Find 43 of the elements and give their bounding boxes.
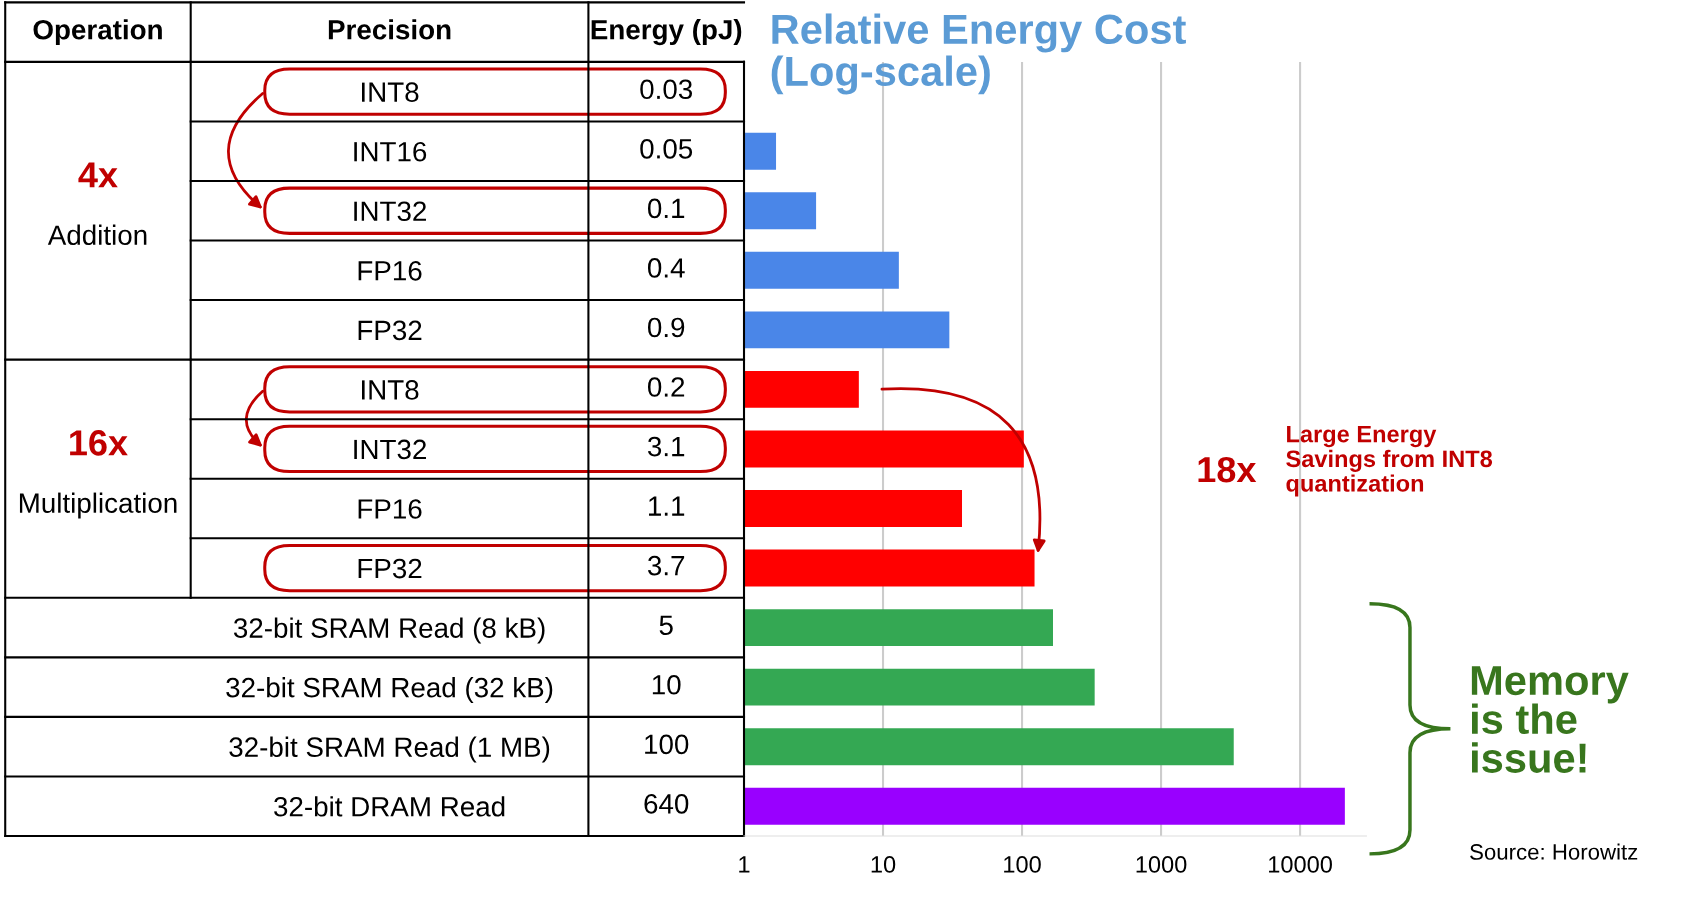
annotation: 18x bbox=[1198, 456, 1257, 483]
text: Precision bbox=[328, 19, 451, 40]
text: Addition bbox=[47, 224, 147, 246]
y2-tick-label: 0.9 bbox=[647, 317, 685, 338]
text: 16x bbox=[70, 430, 128, 456]
y2-tick-label: 0.4 bbox=[647, 258, 685, 278]
y2-tick-label: 10 bbox=[652, 674, 681, 695]
text: Energy (pJ) bbox=[591, 19, 742, 46]
y2-tick-label: 100 bbox=[645, 734, 689, 755]
y-tick-label: INT32 bbox=[354, 439, 426, 460]
x-tick-label: 1000 bbox=[1136, 856, 1187, 873]
y2-tick-label: 0.1 bbox=[647, 198, 685, 219]
text: 4x bbox=[78, 162, 118, 188]
y-tick-label: 32-bit DRAM Read bbox=[274, 796, 505, 817]
y-tick-label: INT32 bbox=[354, 201, 426, 222]
x-tick-label: 10000 bbox=[1269, 856, 1332, 873]
annotation: Large Energy Savings from INT8 quantization bbox=[1286, 425, 1493, 497]
y-tick-label: FP32 bbox=[358, 320, 422, 341]
y2-tick-label: 3.1 bbox=[647, 436, 685, 457]
y2-tick-label: 640 bbox=[644, 794, 689, 814]
text: Memory is the issue! bbox=[1471, 666, 1629, 773]
text: Operation bbox=[33, 19, 162, 46]
x-tick-label: 10 bbox=[871, 856, 896, 873]
y-tick-label: INT16 bbox=[354, 141, 427, 162]
x-tick-label: 1 bbox=[739, 856, 750, 873]
y-tick-label: FP16 bbox=[358, 260, 422, 281]
chart-title: Relative Energy Cost (Log-scale) bbox=[771, 13, 1186, 95]
source-note: Source: Horowitz bbox=[1470, 843, 1638, 860]
y-tick-label: 32-bit SRAM Read (32 kB) bbox=[226, 677, 553, 703]
y-tick-label: INT8 bbox=[362, 380, 419, 400]
y2-tick-label: 1.1 bbox=[649, 496, 685, 516]
x-tick-label: 100 bbox=[1004, 856, 1041, 873]
y-tick-label: FP32 bbox=[358, 558, 422, 579]
y-tick-label: FP16 bbox=[358, 499, 422, 519]
text: Multiplication bbox=[19, 492, 177, 519]
y-tick-label: INT8 bbox=[362, 82, 419, 103]
y2-tick-label: 0.03 bbox=[640, 79, 693, 100]
y-tick-label: 32-bit SRAM Read (1 MB) bbox=[229, 736, 550, 763]
y2-tick-label: 3.7 bbox=[647, 555, 685, 576]
y2-tick-label: 0.05 bbox=[640, 139, 693, 159]
y2-tick-label: 0.2 bbox=[647, 377, 685, 397]
y2-tick-label: 5 bbox=[659, 615, 673, 636]
y-tick-label: 32-bit SRAM Read (8 kB) bbox=[233, 617, 545, 644]
